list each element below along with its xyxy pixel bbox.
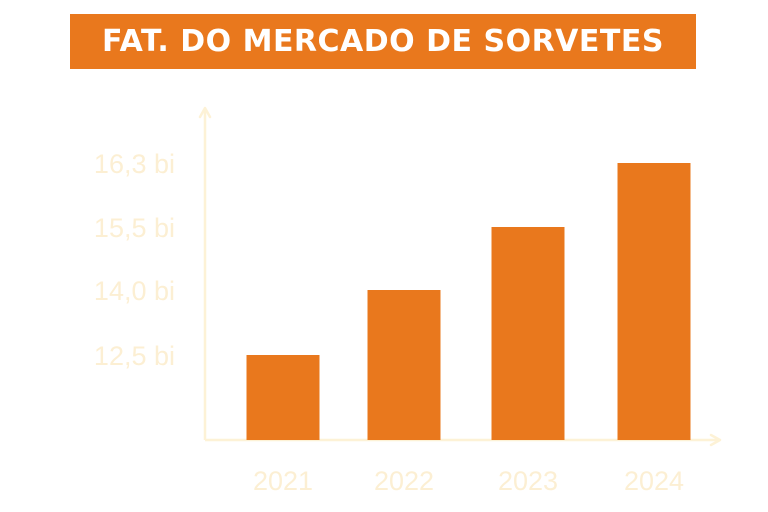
- bar-2023: [491, 227, 565, 440]
- title-banner: FAT. DO MERCADO DE SORVETES: [70, 14, 696, 69]
- x-axis-arrow: [709, 433, 722, 447]
- y-tick-label: 14,0 bi: [94, 276, 175, 306]
- x-tick-label: 2024: [624, 466, 684, 496]
- y-axis-arrow: [198, 106, 212, 119]
- bar-2022: [367, 290, 441, 440]
- bar-2024: [617, 163, 691, 440]
- y-tick-label: 12,5 bi: [94, 341, 175, 371]
- x-tick-label: 2022: [374, 466, 434, 496]
- bar-2021: [246, 355, 320, 440]
- y-tick-label: 16,3 bi: [94, 149, 175, 179]
- chart-title: FAT. DO MERCADO DE SORVETES: [102, 24, 664, 59]
- y-tick-label: 15,5 bi: [94, 213, 175, 243]
- x-tick-label: 2023: [498, 466, 558, 496]
- x-tick-label: 2021: [253, 466, 313, 496]
